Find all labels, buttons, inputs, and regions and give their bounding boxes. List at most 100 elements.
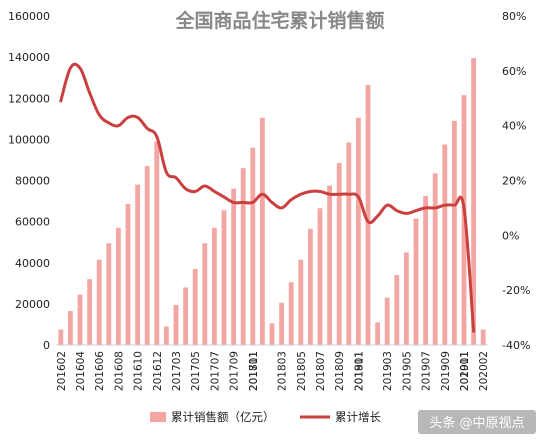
line-point [414,209,418,212]
x-tick-label: 201905 [401,351,413,391]
line-point [443,203,446,207]
bar [375,322,380,345]
x-tick-label: 201801 [248,351,260,391]
y-left-tick-label: 80000 [15,175,50,188]
line-point [376,214,379,218]
y-left-tick-label: 40000 [15,257,50,270]
x-tick-label: 201803 [277,351,289,391]
bar [327,185,332,345]
x-tick-label: 201809 [334,351,346,391]
x-tick-label: 201703 [171,351,183,391]
y-left-axis: 0 20000 40000 60000 80000 100000 120000 140000 1… [8,10,50,352]
line-point [434,206,437,210]
x-tick-label: 201705 [190,351,202,391]
bar [116,227,121,345]
bar [308,228,313,345]
x-tick-label: 201909 [440,351,452,391]
bar [144,166,150,345]
line-point [203,184,206,188]
x-tick-label: 201612 [152,351,164,391]
bar [480,329,486,345]
x-tick-label: 201901 [353,351,365,391]
line-series [59,62,476,333]
y-left-tick-label: 140000 [8,51,50,64]
legend-swatch-bar [150,412,166,422]
legend-label-line: 累计增长 [335,410,381,424]
bar [432,173,438,345]
x-tick-label: 201711 [248,351,260,391]
line-point [251,201,254,204]
x-tick-label: 201610 [133,351,145,391]
line-point [366,220,370,223]
bar [404,252,409,345]
line-point [184,187,187,190]
y-left-tick-label: 100000 [8,133,50,146]
x-tick-label: 201606 [94,351,106,391]
line-point [88,91,91,94]
line-point [155,135,158,138]
line-point [98,113,101,116]
x-tick-label: 201707 [209,351,221,391]
bar [231,188,236,345]
bar [68,311,73,345]
bar [183,287,188,345]
y-right-tick-label: -40% [502,339,530,352]
bar [106,243,112,345]
y-left-tick-label: 120000 [8,92,50,105]
legend: 累计销售额（亿元） 累计增长 [150,410,381,424]
chart-title: 全国商品住宅累计销售额 [174,9,384,32]
line-point [117,124,120,127]
bar [173,304,179,345]
bar [442,144,448,345]
bar [346,142,352,345]
bar [365,84,371,346]
line-point [357,195,360,199]
line-point [242,201,245,204]
line-point [318,190,322,193]
line-point [347,193,350,196]
x-tick-label: 201608 [113,351,125,391]
y-right-tick-label: 0% [502,229,519,242]
line-point [299,193,302,196]
bar-series [58,58,486,346]
bar [202,243,208,345]
x-tick-label: 201604 [75,351,87,391]
line-point [107,121,111,125]
bar [212,227,217,345]
y-left-tick-label: 20000 [15,298,50,311]
y-right-axis: -40% -20% 0% 20% 40% 60% 80% [502,10,530,352]
y-right-tick-label: 40% [502,120,526,133]
line-point [395,209,398,212]
bar [394,275,400,345]
line-point [261,193,264,196]
bar [135,184,140,345]
bar [250,147,256,345]
x-tick-label: 201709 [229,351,241,391]
line-point [69,66,72,70]
y-left-tick-label: 60000 [15,216,50,229]
y-right-tick-label: 20% [502,175,526,188]
line-point [232,201,235,204]
x-axis: 201602 201604 201606 201608 201610 201612 2017… [56,351,490,391]
bar [384,297,390,345]
line-point [472,330,475,333]
bar [413,218,419,345]
x-tick-label: 201805 [296,351,308,391]
line-point [146,127,149,130]
x-tick-label: 201903 [382,351,394,391]
bar [58,329,64,345]
bar [125,204,131,345]
line-point [126,116,130,119]
watermark-text: 头条 @中原视点 [429,415,524,431]
bar [317,208,323,345]
line-point [290,198,293,201]
line-point [270,201,274,204]
line-point [328,193,331,196]
y-right-tick-label: -20% [502,284,530,297]
bar [154,141,160,345]
bar [240,168,246,345]
bar [269,323,275,345]
bar [471,58,476,345]
y-left-tick-label: 160000 [8,10,50,23]
bar [356,117,361,345]
